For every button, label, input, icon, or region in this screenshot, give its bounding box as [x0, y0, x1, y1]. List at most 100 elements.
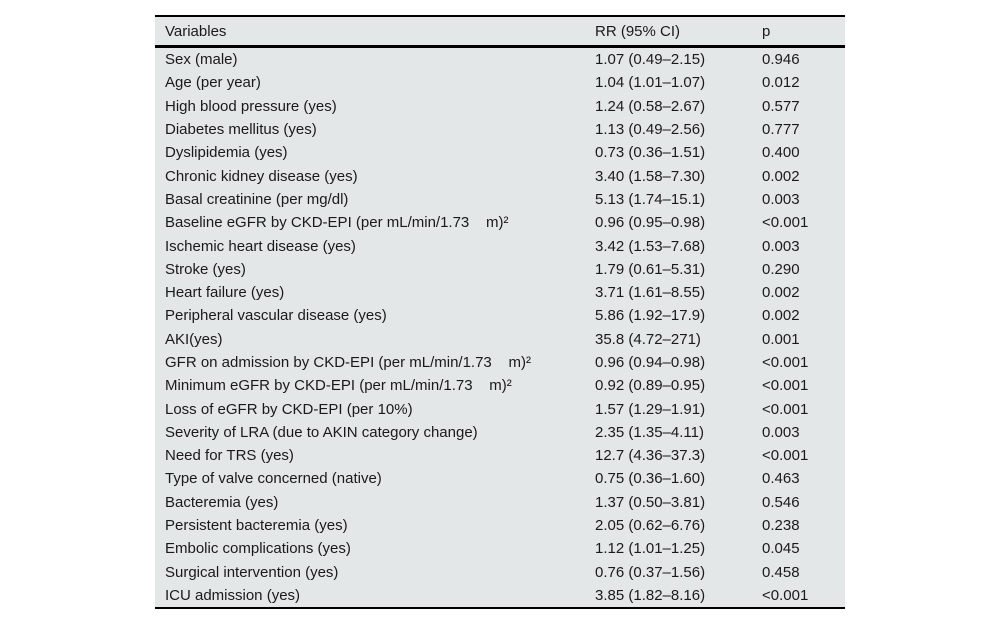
rr-cell: 1.24 (0.58–2.67)	[595, 97, 706, 115]
table-row: Minimum eGFR by CKD-EPI (per mL/min/1.73…	[155, 374, 845, 397]
header-row: Variables RR (95% CI) p	[155, 17, 845, 48]
rr-cell: 5.13 (1.74–15.1)	[595, 190, 706, 208]
p-cell: <0.001	[762, 214, 809, 232]
p-cell: 0.045	[762, 540, 800, 558]
rr-cell: 0.73 (0.36–1.51)	[595, 144, 706, 162]
table-row: ICU admission (yes) 3.85 (1.82–8.16) <0.…	[155, 584, 845, 607]
table-row: High blood pressure (yes) 1.24 (0.58–2.6…	[155, 95, 845, 118]
rr-cell: 0.76 (0.37–1.56)	[595, 563, 706, 581]
rr-cell: 3.40 (1.58–7.30)	[595, 167, 706, 185]
p-cell: <0.001	[762, 400, 809, 418]
p-cell: 0.003	[762, 237, 800, 255]
p-cell: 0.012	[762, 74, 800, 92]
p-cell: 0.463	[762, 470, 800, 488]
p-cell: 0.002	[762, 284, 800, 302]
table-row: Ischemic heart disease (yes) 3.42 (1.53–…	[155, 234, 845, 257]
table-row: Sex (male) 1.07 (0.49–2.15) 0.946	[155, 47, 845, 72]
table-row: Embolic complications (yes) 1.12 (1.01–1…	[155, 537, 845, 560]
table-row: Heart failure (yes) 3.71 (1.61–8.55) 0.0…	[155, 281, 845, 304]
p-cell: 0.577	[762, 97, 800, 115]
rr-cell: 1.37 (0.50–3.81)	[595, 493, 706, 511]
variable-cell: Surgical intervention (yes)	[165, 563, 339, 581]
table-row: Loss of eGFR by CKD-EPI (per 10%) 1.57 (…	[155, 397, 845, 420]
variable-cell: Persistent bacteremia (yes)	[165, 517, 348, 535]
variable-cell: GFR on admission by CKD-EPI (per mL/min/…	[165, 354, 531, 371]
rr-cell: 1.07 (0.49–2.15)	[595, 51, 706, 69]
p-cell: <0.001	[762, 377, 809, 395]
variable-cell: Age (per year)	[165, 74, 261, 92]
p-cell: <0.001	[762, 447, 809, 465]
variable-cell: Type of valve concerned (native)	[165, 470, 382, 488]
column-header-rr-ci: RR (95% CI)	[595, 17, 762, 48]
rr-cell: 3.85 (1.82–8.16)	[595, 586, 706, 604]
p-cell: 0.003	[762, 190, 800, 208]
variable-cell: Loss of eGFR by CKD-EPI (per 10%)	[165, 400, 413, 418]
variable-cell: Embolic complications (yes)	[165, 540, 351, 558]
table-row: Chronic kidney disease (yes) 3.40 (1.58–…	[155, 164, 845, 187]
variable-cell: Peripheral vascular disease (yes)	[165, 307, 387, 325]
rr-cell: 3.71 (1.61–8.55)	[595, 284, 706, 302]
rr-cell: 0.92 (0.89–0.95)	[595, 377, 706, 395]
p-cell: <0.001	[762, 354, 809, 371]
table-row: Dyslipidemia (yes) 0.73 (0.36–1.51) 0.40…	[155, 141, 845, 164]
variable-cell: Minimum eGFR by CKD-EPI (per mL/min/1.73…	[165, 377, 512, 395]
table-row: AKI(yes) 35.8 (4.72–271) 0.001	[155, 328, 845, 351]
table-row: Peripheral vascular disease (yes) 5.86 (…	[155, 304, 845, 327]
variable-cell: Dyslipidemia (yes)	[165, 144, 288, 162]
table-row: Stroke (yes) 1.79 (0.61–5.31) 0.290	[155, 258, 845, 281]
table-row: Baseline eGFR by CKD-EPI (per mL/min/1.7…	[155, 211, 845, 234]
variable-cell: Baseline eGFR by CKD-EPI (per mL/min/1.7…	[165, 214, 509, 232]
p-cell: 0.002	[762, 167, 800, 185]
rr-cell: 2.35 (1.35–4.11)	[595, 423, 704, 441]
variable-cell: High blood pressure (yes)	[165, 97, 337, 115]
rr-cell: 35.8 (4.72–271)	[595, 330, 701, 348]
column-header-p: p	[762, 17, 845, 48]
p-cell: 0.458	[762, 563, 800, 581]
rr-cell: 1.13 (0.49–2.56)	[595, 121, 706, 139]
p-cell: 0.003	[762, 423, 800, 441]
table-row: Need for TRS (yes) 12.7 (4.36–37.3) <0.0…	[155, 444, 845, 467]
rr-cell: 2.05 (0.62–6.76)	[595, 517, 706, 535]
rr-cell: 12.7 (4.36–37.3)	[595, 447, 706, 465]
p-cell: <0.001	[762, 586, 809, 604]
column-header-variables: Variables	[155, 17, 595, 48]
p-cell: 0.546	[762, 493, 800, 511]
rr-cell: 5.86 (1.92–17.9)	[595, 307, 706, 325]
table-row: Diabetes mellitus (yes) 1.13 (0.49–2.56)…	[155, 118, 845, 141]
p-cell: 0.002	[762, 307, 800, 325]
table-row: GFR on admission by CKD-EPI (per mL/min/…	[155, 351, 845, 374]
variable-cell: Need for TRS (yes)	[165, 447, 294, 465]
table-row: Bacteremia (yes) 1.37 (0.50–3.81) 0.546	[155, 491, 845, 514]
rr-cell: 0.96 (0.94–0.98)	[595, 354, 706, 371]
rr-cell: 1.57 (1.29–1.91)	[595, 400, 706, 418]
p-cell: 0.001	[762, 330, 800, 348]
p-cell: 0.290	[762, 260, 800, 278]
variable-cell: Severity of LRA (due to AKIN category ch…	[165, 423, 478, 441]
table-row: Basal creatinine (per mg/dl) 5.13 (1.74–…	[155, 188, 845, 211]
p-cell: 0.238	[762, 517, 800, 535]
table-body: Sex (male) 1.07 (0.49–2.15) 0.946 Age (p…	[155, 47, 845, 608]
rr-cell: 3.42 (1.53–7.68)	[595, 237, 706, 255]
variable-cell: AKI(yes)	[165, 330, 223, 348]
variable-cell: Bacteremia (yes)	[165, 493, 279, 511]
p-cell: 0.946	[762, 51, 800, 69]
p-cell: 0.777	[762, 121, 800, 139]
p-cell: 0.400	[762, 144, 800, 162]
variable-cell: Sex (male)	[165, 51, 238, 69]
table-header: Variables RR (95% CI) p	[155, 17, 845, 48]
variable-cell: Ischemic heart disease (yes)	[165, 237, 356, 255]
results-table: Variables RR (95% CI) p Sex (male) 1.07 …	[155, 17, 845, 607]
univariate-analysis-table: Variables RR (95% CI) p Sex (male) 1.07 …	[155, 15, 845, 610]
variable-cell: Chronic kidney disease (yes)	[165, 167, 358, 185]
table-row: Persistent bacteremia (yes) 2.05 (0.62–6…	[155, 514, 845, 537]
rr-cell: 0.75 (0.36–1.60)	[595, 470, 706, 488]
rr-cell: 1.79 (0.61–5.31)	[595, 260, 706, 278]
table-row: Severity of LRA (due to AKIN category ch…	[155, 421, 845, 444]
rr-cell: 1.04 (1.01–1.07)	[595, 74, 706, 92]
table-row: Type of valve concerned (native) 0.75 (0…	[155, 467, 845, 490]
table-row: Surgical intervention (yes) 0.76 (0.37–1…	[155, 561, 845, 584]
variable-cell: Diabetes mellitus (yes)	[165, 121, 317, 139]
variable-cell: Basal creatinine (per mg/dl)	[165, 190, 349, 208]
table-row: Age (per year) 1.04 (1.01–1.07) 0.012	[155, 71, 845, 94]
